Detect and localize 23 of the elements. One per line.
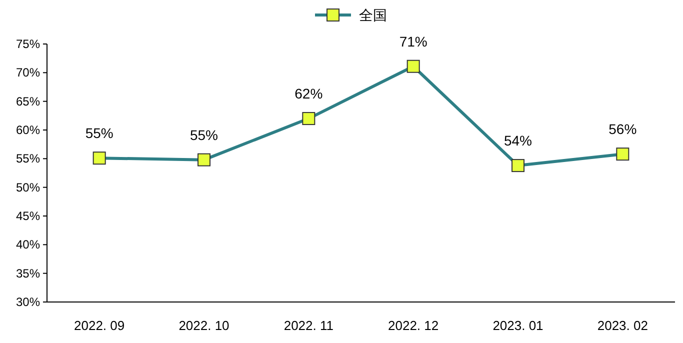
y-tick-label: 45% xyxy=(16,209,40,223)
x-tick-label: 2022. 12 xyxy=(388,318,439,333)
x-tick-label: 2023. 02 xyxy=(597,318,648,333)
data-label: 56% xyxy=(608,121,637,138)
y-tick-label: 60% xyxy=(16,123,40,137)
data-label: 55% xyxy=(85,125,114,142)
data-label: 54% xyxy=(504,132,532,149)
x-tick-label: 2022. 11 xyxy=(284,318,334,333)
y-tick-label: 70% xyxy=(16,66,40,80)
x-tick-label: 2023. 01 xyxy=(492,318,544,333)
data-label: 55% xyxy=(190,126,218,143)
y-tick-label: 75% xyxy=(16,37,40,51)
y-tick-label: 55% xyxy=(16,152,40,166)
legend-label: 全国 xyxy=(359,7,387,23)
y-tick-label: 65% xyxy=(16,94,40,108)
y-tick-label: 40% xyxy=(16,238,40,252)
y-tick-label: 50% xyxy=(16,180,40,194)
x-tick-label: 2022. 09 xyxy=(74,318,125,333)
data-label: 62% xyxy=(294,86,323,102)
y-tick-label: 30% xyxy=(16,295,40,309)
data-label: 71% xyxy=(399,33,428,50)
x-tick-label: 2022. 10 xyxy=(178,318,230,333)
y-tick-label: 35% xyxy=(16,266,40,280)
